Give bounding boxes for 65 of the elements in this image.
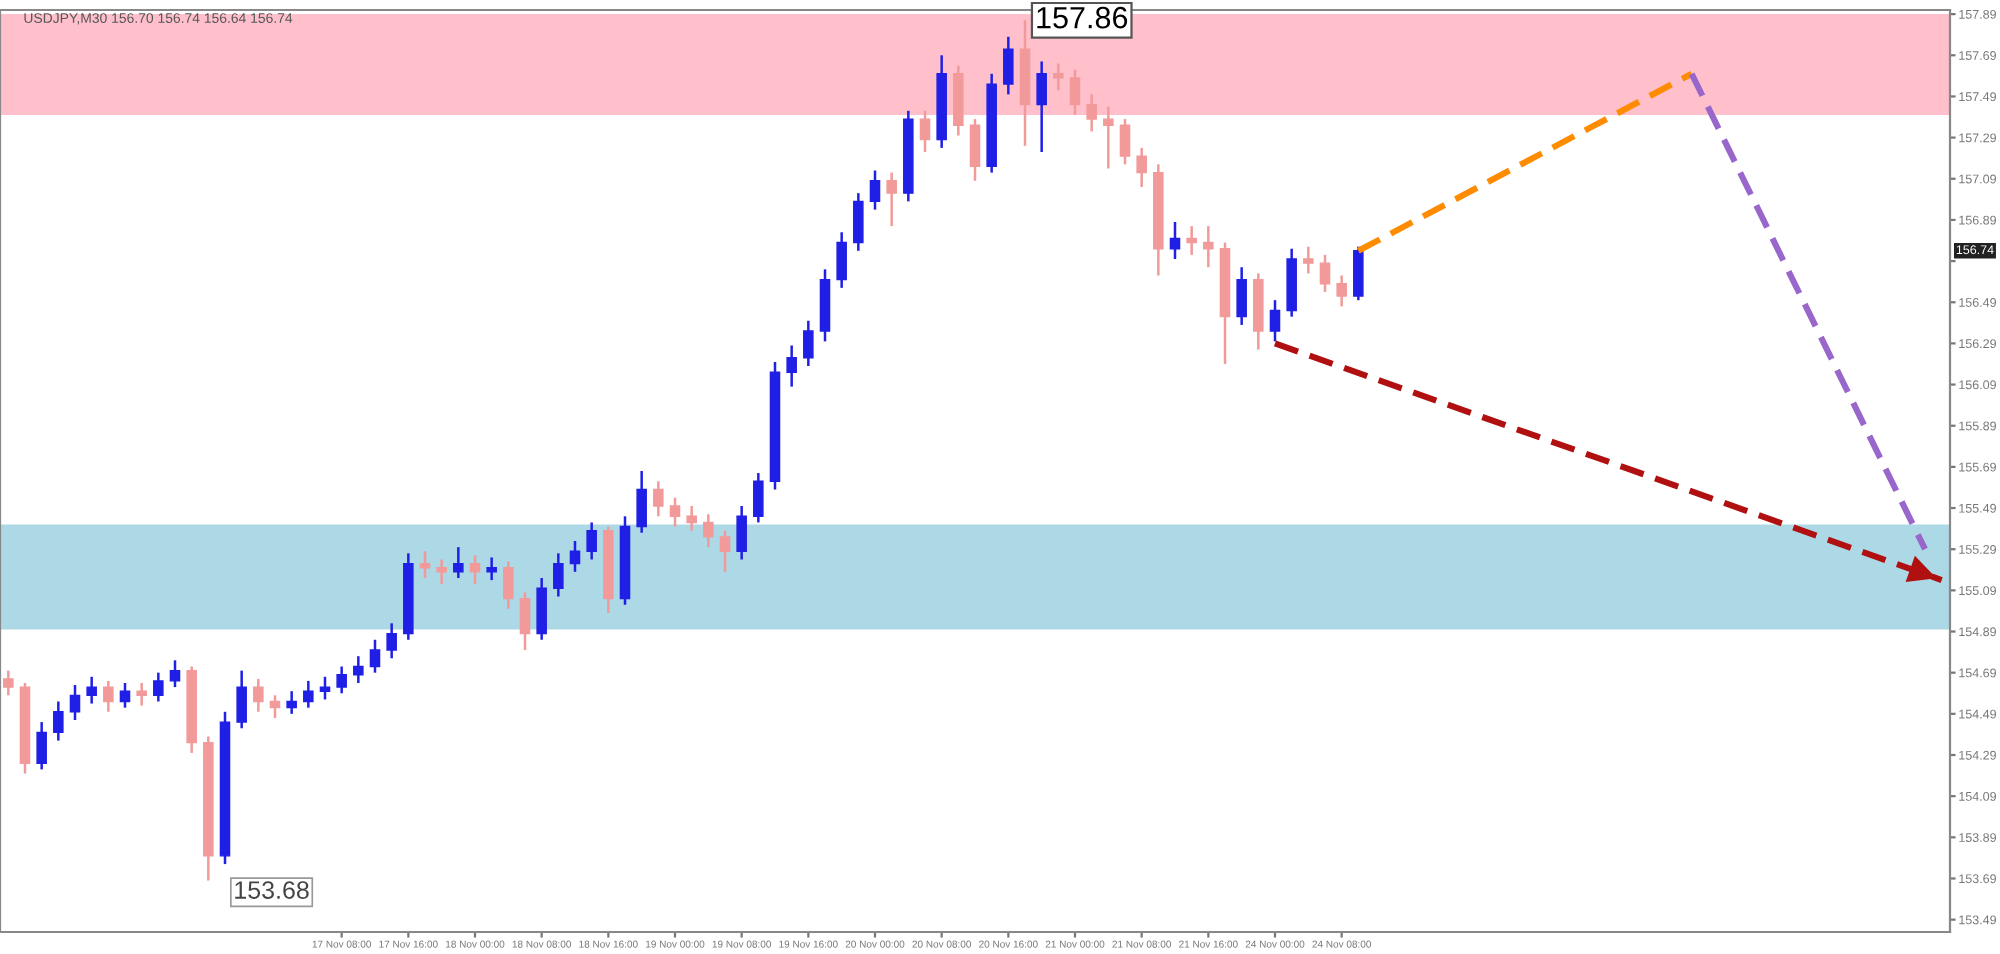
candlestick: [136, 681, 147, 707]
candlestick: [753, 471, 764, 524]
candlestick: [836, 231, 847, 290]
candlestick: [786, 344, 797, 388]
candlestick: [803, 319, 814, 368]
candlestick: [736, 504, 747, 561]
candlestick: [1086, 93, 1097, 133]
candlestick: [69, 683, 81, 722]
candlestick: [319, 675, 331, 701]
candlestick: [336, 665, 347, 695]
candlestick: [1186, 224, 1197, 257]
candlestick: [703, 512, 714, 549]
candlestick: [1336, 274, 1347, 308]
candlestick: [853, 191, 864, 253]
candlestick: [1069, 68, 1081, 117]
candlestick: [519, 591, 531, 652]
candlestick: [86, 675, 97, 705]
candlestick: [1053, 62, 1064, 92]
candlestick: [153, 671, 164, 703]
candlestick: [386, 622, 397, 660]
candlestick: [1003, 35, 1014, 96]
candlestick: [1103, 105, 1114, 170]
candlestick: [586, 521, 597, 561]
candlestick: [719, 529, 731, 574]
candlestick: [1303, 245, 1314, 275]
candlestick: [353, 654, 364, 685]
candlestick: [369, 638, 381, 674]
candlestick: [1319, 253, 1331, 294]
candlestick: [886, 171, 897, 228]
candlestick: [1036, 60, 1047, 154]
candlestick: [36, 720, 47, 771]
candlestick: [286, 689, 297, 716]
candlestick: [1203, 224, 1214, 269]
candlestick: [1353, 245, 1364, 302]
candlestick: [669, 496, 681, 528]
candlestick: [503, 560, 514, 611]
candlestick: [236, 669, 247, 730]
candlestick: [253, 677, 264, 714]
candlestick: [1236, 266, 1247, 327]
candlestick: [486, 556, 497, 582]
candlestick: [119, 681, 131, 709]
candlestick: [303, 679, 314, 709]
annotation: 153.68: [235, 881, 309, 899]
candlestick: [869, 169, 881, 211]
candlestick: [453, 545, 464, 580]
candlestick: [269, 694, 281, 720]
candlestick: [436, 558, 447, 586]
candlestick: [469, 554, 481, 586]
candlestick: [1269, 298, 1281, 343]
candlestick: [569, 539, 581, 574]
candlestick: [686, 504, 697, 532]
candlestick: [169, 659, 181, 689]
candlestick: [919, 109, 931, 154]
candlestick: [53, 700, 64, 742]
candlestick: [1136, 146, 1147, 189]
candlestick: [103, 679, 114, 714]
candlestick: [636, 469, 647, 534]
candlestick: [3, 669, 14, 697]
candlestick: [553, 552, 564, 598]
candlestick: [536, 576, 547, 642]
candlestick: [1119, 117, 1131, 166]
annotation: 157.86: [1037, 6, 1128, 29]
candlestick: [969, 117, 981, 183]
candlestick: [653, 480, 664, 518]
candlestick: [1169, 220, 1181, 261]
